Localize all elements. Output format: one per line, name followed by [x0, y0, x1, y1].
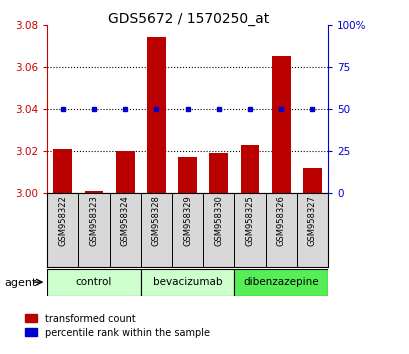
Text: GSM958324: GSM958324: [120, 195, 129, 246]
Text: agent: agent: [4, 278, 36, 288]
Bar: [115, 151, 134, 193]
Bar: [47, 269, 140, 296]
Bar: [209, 153, 227, 193]
Bar: [147, 38, 165, 193]
Text: GSM958328: GSM958328: [151, 195, 160, 246]
Bar: [302, 168, 321, 193]
Text: GSM958329: GSM958329: [183, 195, 191, 246]
Bar: [140, 269, 234, 296]
Bar: [240, 144, 259, 193]
Text: dibenzazepine: dibenzazepine: [243, 277, 318, 287]
Text: GSM958327: GSM958327: [307, 195, 316, 246]
Legend: transformed count, percentile rank within the sample: transformed count, percentile rank withi…: [25, 314, 209, 338]
Bar: [234, 269, 327, 296]
Text: GSM958323: GSM958323: [89, 195, 98, 246]
Bar: [178, 157, 196, 193]
Text: bevacizumab: bevacizumab: [153, 277, 222, 287]
Text: GDS5672 / 1570250_at: GDS5672 / 1570250_at: [108, 12, 269, 27]
Text: GSM958325: GSM958325: [245, 195, 254, 246]
Text: GSM958330: GSM958330: [214, 195, 223, 246]
Bar: [84, 191, 103, 193]
Text: GSM958322: GSM958322: [58, 195, 67, 246]
Text: control: control: [76, 277, 112, 287]
Bar: [271, 56, 290, 193]
Text: GSM958326: GSM958326: [276, 195, 285, 246]
Bar: [53, 149, 72, 193]
